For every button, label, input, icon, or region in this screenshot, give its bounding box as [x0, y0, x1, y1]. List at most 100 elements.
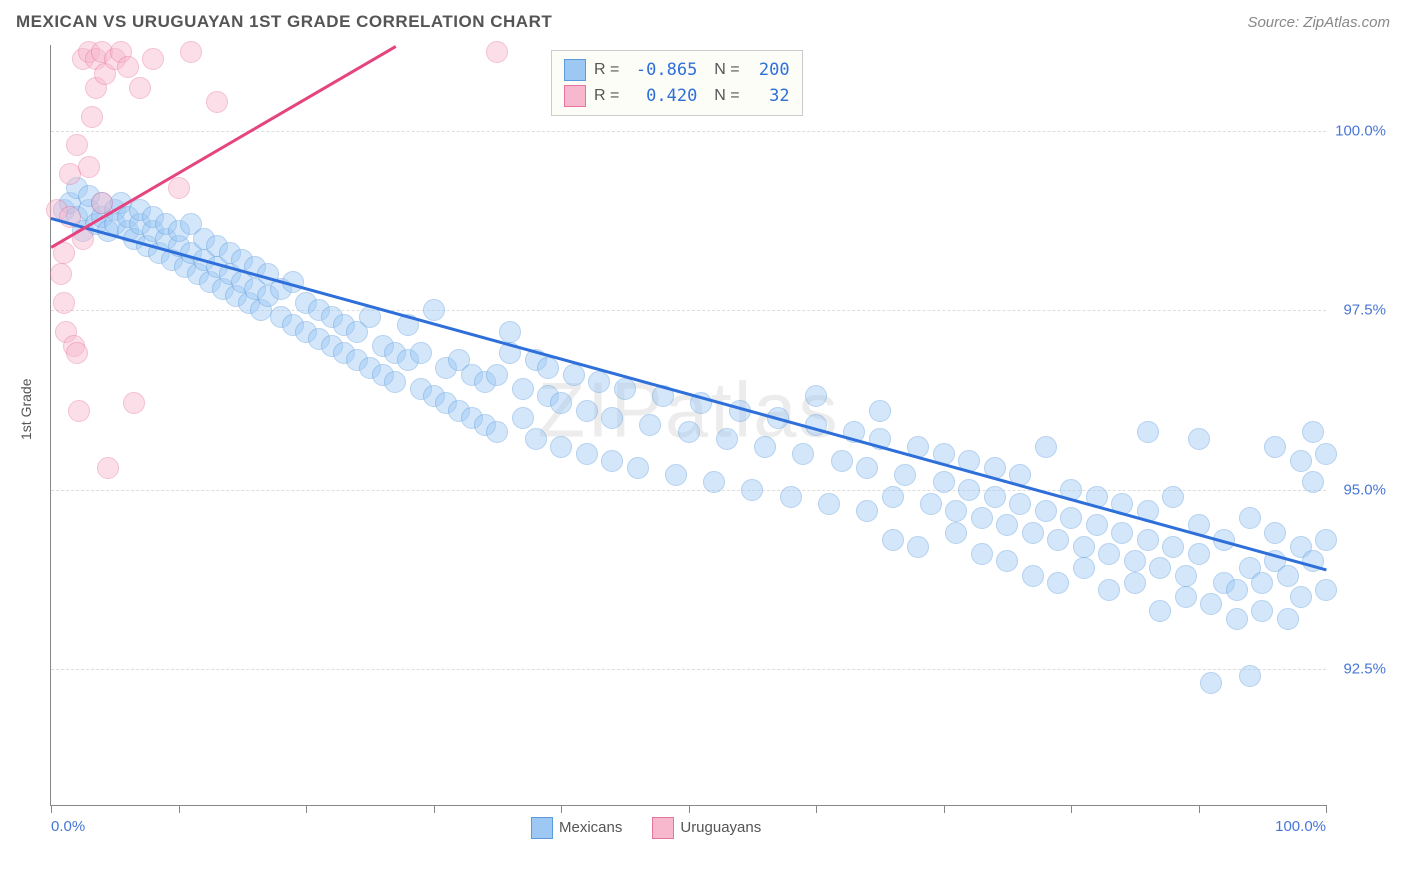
data-point — [1047, 572, 1069, 594]
data-point — [1264, 522, 1286, 544]
data-point — [601, 450, 623, 472]
trend-line — [51, 217, 1327, 571]
x-tick — [51, 805, 52, 813]
data-point — [1162, 536, 1184, 558]
gridline — [51, 669, 1326, 670]
data-point — [1137, 421, 1159, 443]
legend-label: Uruguayans — [680, 819, 761, 836]
legend-r-value: 0.420 — [627, 86, 697, 106]
data-point — [1264, 436, 1286, 458]
data-point — [780, 486, 802, 508]
legend-row: R = -0.865 N = 200 — [564, 57, 790, 83]
legend-label: Mexicans — [559, 819, 622, 836]
legend-n-label: N = — [705, 61, 739, 79]
data-point — [123, 392, 145, 414]
y-axis-title: 1st Grade — [18, 379, 34, 440]
data-point — [1188, 428, 1210, 450]
data-point — [66, 342, 88, 364]
data-point — [512, 407, 534, 429]
x-tick — [561, 805, 562, 813]
data-point — [792, 443, 814, 465]
data-point — [1239, 665, 1261, 687]
data-point — [206, 91, 228, 113]
data-point — [1073, 557, 1095, 579]
data-point — [614, 378, 636, 400]
data-point — [894, 464, 916, 486]
x-tick — [944, 805, 945, 813]
data-point — [384, 371, 406, 393]
legend-n-value: 32 — [748, 86, 790, 106]
data-point — [1175, 586, 1197, 608]
data-point — [423, 299, 445, 321]
data-point — [1277, 608, 1299, 630]
data-point — [499, 321, 521, 343]
legend-swatch — [564, 85, 586, 107]
data-point — [1175, 565, 1197, 587]
legend-row: R = 0.420 N = 32 — [564, 83, 790, 109]
data-point — [1098, 579, 1120, 601]
data-point — [601, 407, 623, 429]
data-point — [1251, 572, 1273, 594]
data-point — [996, 514, 1018, 536]
data-point — [1098, 543, 1120, 565]
data-point — [525, 428, 547, 450]
data-point — [1277, 565, 1299, 587]
data-point — [180, 41, 202, 63]
gridline — [51, 131, 1326, 132]
data-point — [958, 479, 980, 501]
data-point — [665, 464, 687, 486]
plot-area: ZIPatlas R = -0.865 N = 200R = 0.420 N =… — [50, 45, 1326, 806]
data-point — [1200, 672, 1222, 694]
data-point — [550, 392, 572, 414]
data-point — [678, 421, 700, 443]
series-legend-item: Uruguayans — [652, 817, 761, 839]
data-point — [1124, 572, 1146, 594]
data-point — [486, 41, 508, 63]
data-point — [1290, 450, 1312, 472]
data-point — [1302, 421, 1324, 443]
data-point — [1022, 522, 1044, 544]
data-point — [716, 428, 738, 450]
y-tick-label: 95.0% — [1343, 481, 1386, 498]
data-point — [50, 263, 72, 285]
data-point — [486, 421, 508, 443]
data-point — [984, 486, 1006, 508]
correlation-legend: R = -0.865 N = 200R = 0.420 N = 32 — [551, 50, 803, 116]
data-point — [537, 357, 559, 379]
y-tick-label: 92.5% — [1343, 660, 1386, 677]
data-point — [81, 106, 103, 128]
data-point — [1188, 543, 1210, 565]
legend-r-label: R = — [594, 61, 619, 79]
data-point — [117, 56, 139, 78]
data-point — [1200, 593, 1222, 615]
x-tick — [689, 805, 690, 813]
data-point — [1226, 579, 1248, 601]
data-point — [1302, 471, 1324, 493]
data-point — [563, 364, 585, 386]
chart-title: MEXICAN VS URUGUAYAN 1ST GRADE CORRELATI… — [16, 12, 552, 32]
data-point — [1149, 600, 1171, 622]
data-point — [1162, 486, 1184, 508]
x-axis-label-max: 100.0% — [1275, 818, 1326, 835]
series-legend-item: Mexicans — [531, 817, 622, 839]
data-point — [1073, 536, 1095, 558]
data-point — [856, 500, 878, 522]
y-tick-label: 97.5% — [1343, 302, 1386, 319]
x-tick — [1071, 805, 1072, 813]
x-tick — [306, 805, 307, 813]
data-point — [1124, 550, 1146, 572]
legend-n-value: 200 — [748, 60, 790, 80]
data-point — [856, 457, 878, 479]
legend-r-value: -0.865 — [627, 60, 697, 80]
data-point — [882, 529, 904, 551]
data-point — [869, 400, 891, 422]
data-point — [1149, 557, 1171, 579]
data-point — [97, 457, 119, 479]
chart-container: ZIPatlas R = -0.865 N = 200R = 0.420 N =… — [50, 45, 1390, 835]
data-point — [818, 493, 840, 515]
series-legend: Mexicans Uruguayans — [531, 817, 761, 839]
data-point — [703, 471, 725, 493]
data-point — [68, 400, 90, 422]
data-point — [168, 177, 190, 199]
x-axis-label-min: 0.0% — [51, 818, 85, 835]
